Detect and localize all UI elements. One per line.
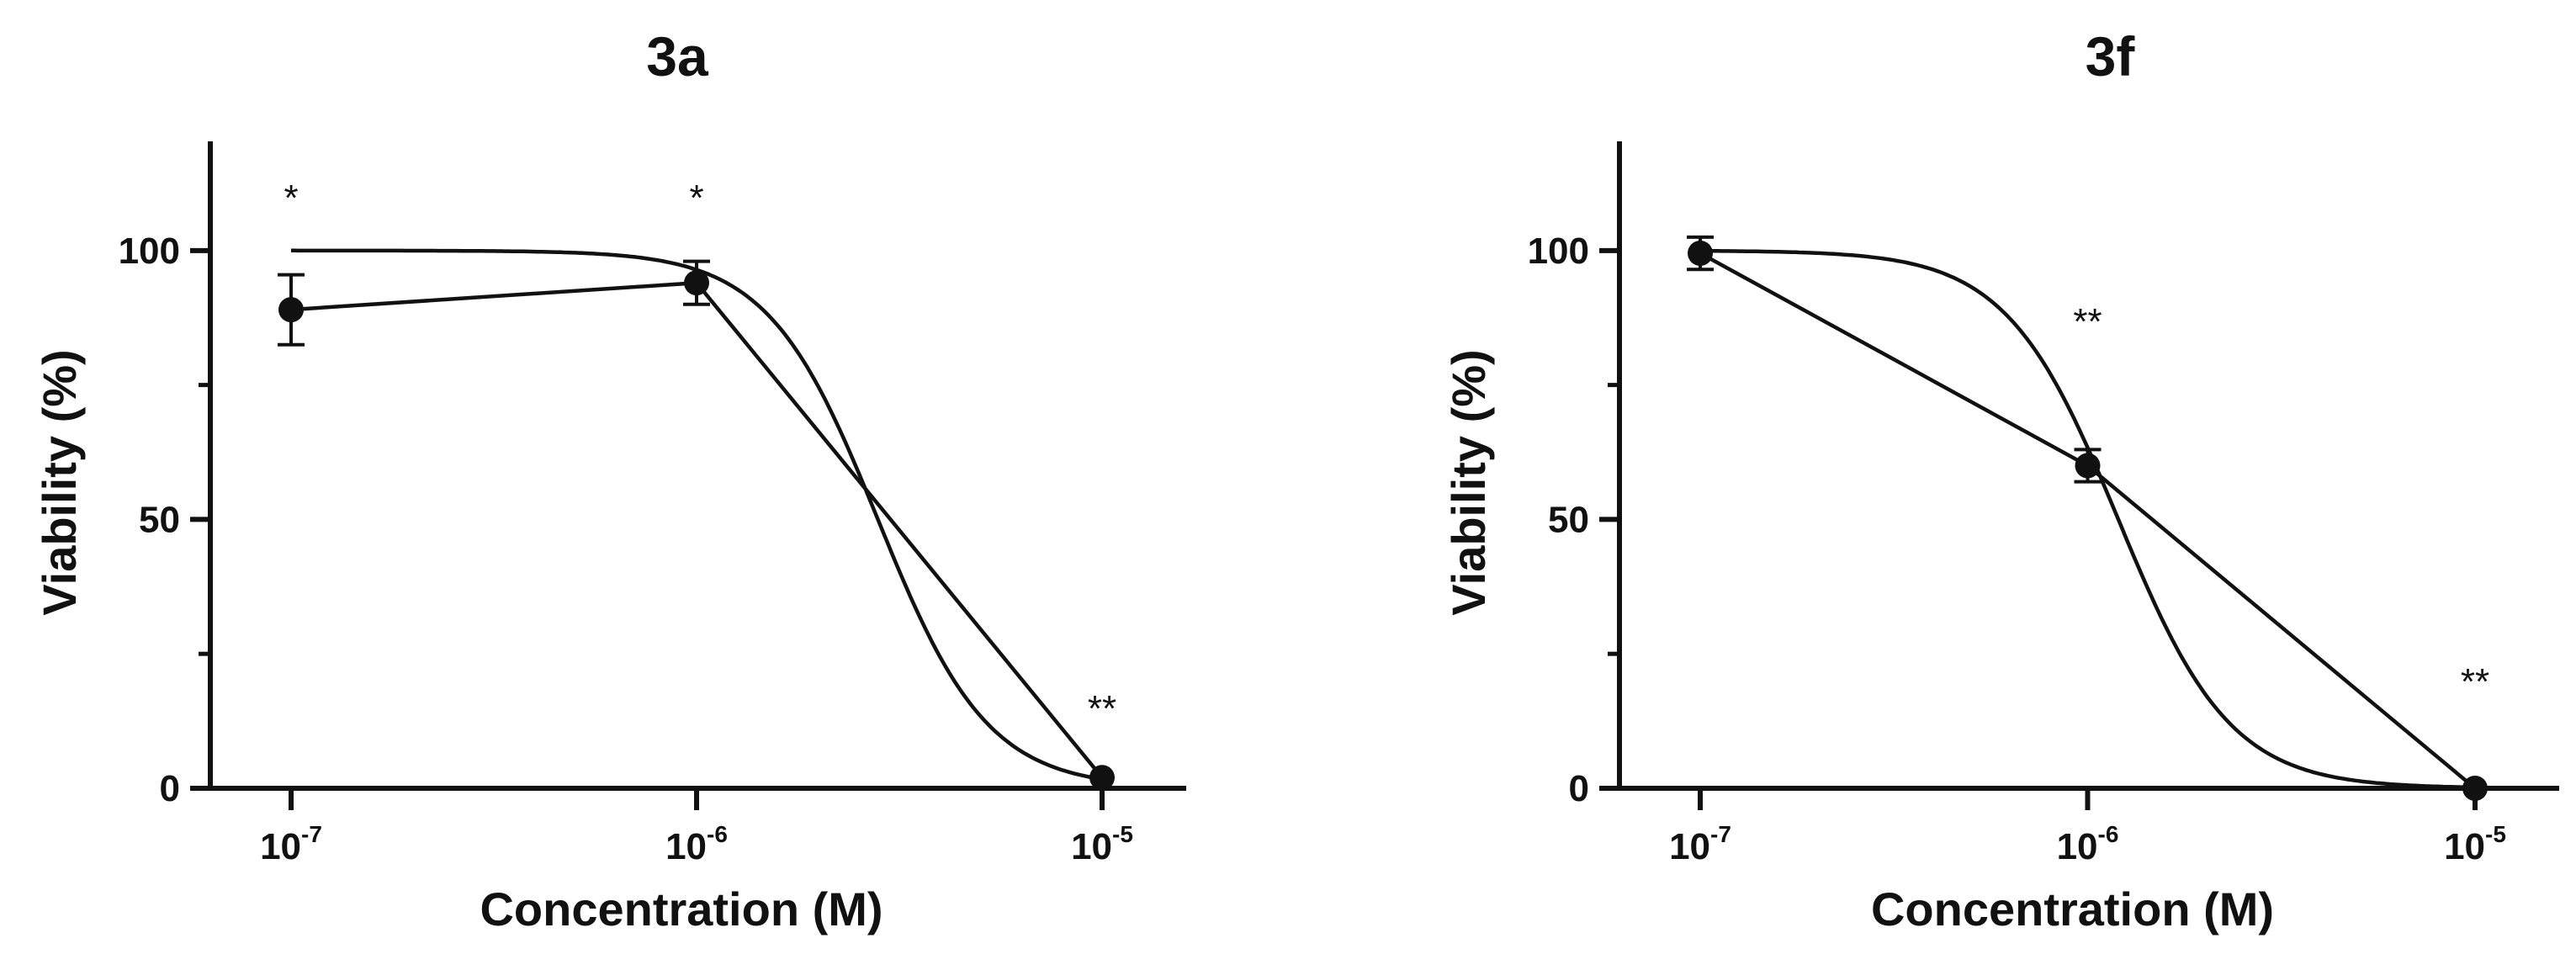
chart-3f: 3f 0 50 100 10-7 10-6 10-5 Concentration (M) Via… — [1442, 25, 2559, 936]
chart-3a: 3a 0 50 100 10-7 10-6 10-5 Concentration (M) Via… — [33, 25, 1186, 936]
data-point — [278, 297, 304, 323]
y-tick-label: 50 — [139, 499, 180, 540]
fit-curve — [1700, 248, 2476, 790]
x-tick-label: 10-5 — [2444, 821, 2506, 867]
x-tick-label: 10-7 — [1669, 821, 1731, 867]
y-tick-label: 100 — [119, 231, 180, 272]
significance-annotation: * — [689, 178, 703, 219]
data-point — [2075, 453, 2101, 479]
y-axis-label: Viability (%) — [1442, 349, 1495, 615]
significance-annotation: * — [284, 178, 298, 219]
chart-title: 3a — [646, 25, 709, 87]
y-axis-label: Viability (%) — [33, 349, 86, 615]
data-point — [2462, 776, 2488, 801]
y-tick-label: 0 — [1569, 768, 1589, 809]
x-axis-label: Concentration (M) — [1871, 883, 2274, 936]
x-tick-label: 10-7 — [260, 821, 322, 867]
significance-annotation: ** — [2461, 661, 2489, 702]
y-tick-label: 100 — [1528, 231, 1589, 272]
x-tick-label: 10-5 — [1071, 821, 1133, 867]
data-point — [1688, 241, 1713, 267]
x-tick-label: 10-6 — [665, 821, 728, 867]
y-tick-label: 0 — [160, 768, 180, 809]
significance-annotation: ** — [1088, 688, 1116, 729]
data-point — [1089, 765, 1115, 791]
y-tick-label: 50 — [1548, 499, 1589, 540]
data-point — [684, 270, 709, 296]
chart-title: 3f — [2086, 25, 2136, 87]
significance-annotation: ** — [2073, 301, 2102, 342]
x-tick-label: 10-6 — [2057, 821, 2119, 867]
x-axis-label: Concentration (M) — [480, 883, 883, 936]
